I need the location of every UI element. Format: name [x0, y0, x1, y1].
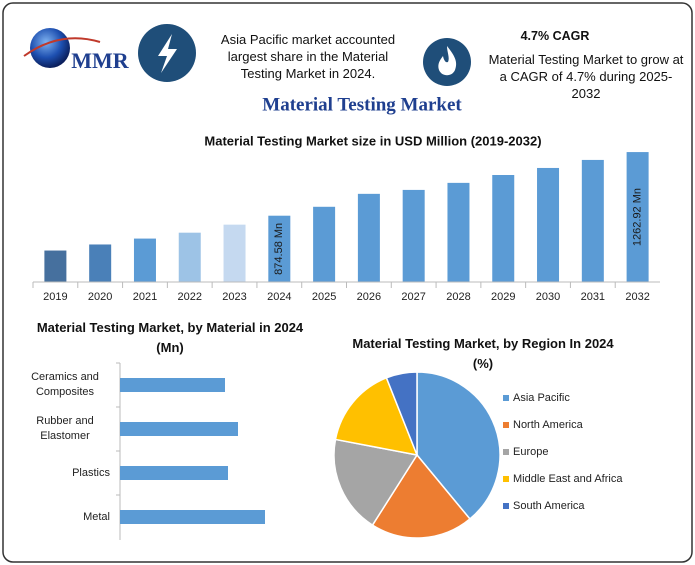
legend-swatch	[503, 422, 509, 428]
info-left: Asia Pacific market accounted largest sh…	[220, 32, 396, 81]
y-tick-label: Metal	[83, 510, 110, 523]
bar	[402, 189, 425, 282]
x-tick-label: 2028	[446, 291, 470, 303]
bar	[120, 378, 225, 392]
x-tick-label: 2027	[401, 291, 425, 303]
legend-swatch	[503, 503, 509, 509]
x-tick-label: 2025	[312, 291, 336, 303]
bar	[626, 152, 649, 282]
bar	[268, 215, 291, 282]
pie-slice	[333, 438, 419, 527]
x-tick-label: 2032	[625, 291, 649, 303]
bar	[120, 510, 265, 524]
legend-label: Middle East and Africa	[513, 473, 623, 485]
legend-swatch	[503, 395, 509, 401]
bar	[357, 193, 380, 282]
x-tick-label: 2029	[491, 291, 515, 303]
main-title: Material Testing Market	[262, 94, 462, 115]
legend-swatch	[503, 449, 509, 455]
bar	[89, 244, 112, 282]
bar	[492, 175, 515, 282]
y-tick-label: Ceramics and Composites	[31, 371, 99, 398]
bar	[178, 232, 201, 282]
x-tick-label: 2026	[357, 291, 381, 303]
bar	[120, 466, 228, 480]
pie-slice	[371, 453, 471, 539]
bar	[313, 206, 336, 282]
x-tick-label: 2023	[222, 291, 246, 303]
legend-label: South America	[513, 500, 585, 512]
x-tick-label: 2019	[43, 291, 67, 303]
pie-slice	[334, 376, 419, 456]
bar	[120, 422, 238, 436]
cagr-title: 4.7% CAGR	[520, 29, 590, 43]
bar	[133, 238, 156, 282]
bar	[447, 182, 470, 282]
x-tick-label: 2031	[581, 291, 605, 303]
x-tick-label: 2021	[133, 291, 157, 303]
y-tick-label: Rubber and Elastomer	[36, 415, 94, 442]
x-tick-label: 2020	[88, 291, 112, 303]
chart-title: Material Testing Market, by Material in …	[36, 320, 304, 355]
value-label: 874.58 Mn	[273, 223, 285, 275]
legend-label: Asia Pacific	[513, 392, 570, 404]
info-right: Material Testing Market to grow at a CAG…	[488, 52, 684, 101]
chart-title: Material Testing Market size in USD Mill…	[204, 133, 541, 148]
logo-text: MMR	[71, 48, 130, 73]
value-label: 1262.92 Mn	[632, 188, 644, 246]
bar	[537, 167, 560, 282]
bar	[44, 250, 67, 282]
bar	[581, 159, 604, 282]
legend-swatch	[503, 476, 509, 482]
x-tick-label: 2022	[178, 291, 202, 303]
legend-label: Europe	[513, 446, 548, 458]
bar	[223, 224, 246, 282]
chart-title: Material Testing Market, by Region In 20…	[352, 336, 614, 371]
x-tick-label: 2024	[267, 291, 291, 303]
pie-slice	[385, 371, 418, 456]
legend-label: North America	[513, 419, 584, 431]
x-tick-label: 2030	[536, 291, 560, 303]
bolt-icon	[138, 24, 196, 82]
pie-slice	[416, 371, 501, 521]
y-tick-label: Plastics	[72, 466, 110, 479]
flame-icon	[423, 38, 471, 86]
logo-globe	[23, 28, 101, 68]
